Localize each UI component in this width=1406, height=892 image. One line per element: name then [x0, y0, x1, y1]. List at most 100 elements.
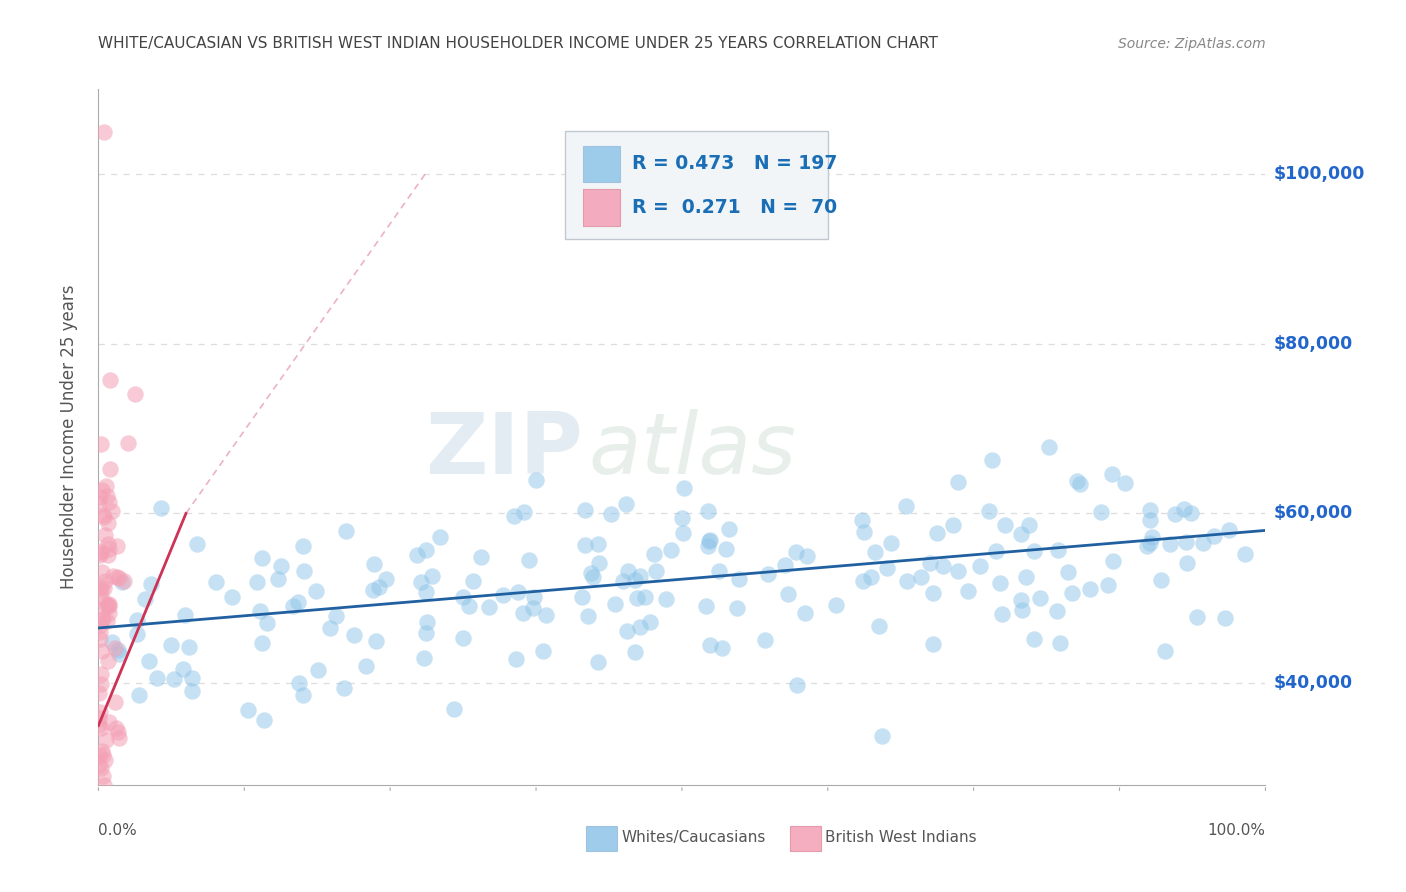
Point: [91, 611, 114, 625]
Point: [90, 612, 112, 626]
Point: [363, 558, 385, 572]
Point: [851, 513, 873, 527]
Point: [181, 671, 204, 685]
Point: [420, 569, 443, 583]
Point: [659, 543, 682, 558]
Point: [863, 545, 886, 559]
Point: [1010, 527, 1032, 541]
Point: [174, 608, 197, 623]
Point: [292, 688, 315, 702]
Point: [1213, 611, 1236, 625]
Point: [1097, 577, 1119, 591]
Point: [612, 574, 634, 588]
Point: [1191, 536, 1213, 550]
Point: [603, 598, 626, 612]
Point: [616, 624, 638, 638]
Point: [412, 651, 434, 665]
Point: [1049, 636, 1071, 650]
Point: [695, 599, 717, 613]
Point: [93, 778, 115, 792]
Point: [91, 508, 114, 522]
Text: R = 0.473   N = 197: R = 0.473 N = 197: [631, 154, 837, 173]
Text: British West Indians: British West Indians: [825, 830, 977, 845]
Point: [794, 607, 817, 621]
Point: [1022, 632, 1045, 647]
Point: [1218, 523, 1240, 537]
Point: [105, 570, 128, 584]
Point: [725, 601, 748, 615]
Point: [89, 490, 111, 504]
FancyBboxPatch shape: [582, 145, 620, 182]
Point: [1140, 530, 1163, 544]
Point: [1057, 565, 1080, 579]
Point: [139, 577, 162, 591]
Point: [90, 543, 112, 558]
Point: [508, 585, 530, 599]
Text: atlas: atlas: [589, 409, 797, 492]
Text: Whites/Caucasians: Whites/Caucasians: [621, 830, 766, 845]
Point: [89, 686, 111, 700]
Point: [852, 574, 875, 589]
Point: [574, 538, 596, 552]
Point: [946, 475, 969, 489]
Point: [773, 558, 796, 572]
Text: WHITE/CAUCASIAN VS BRITISH WEST INDIAN HOUSEHOLDER INCOME UNDER 25 YEARS CORRELA: WHITE/CAUCASIAN VS BRITISH WEST INDIAN H…: [98, 36, 938, 51]
Point: [718, 522, 741, 536]
Point: [505, 652, 527, 666]
Point: [534, 607, 557, 622]
Point: [994, 517, 1017, 532]
FancyBboxPatch shape: [582, 189, 620, 226]
Point: [101, 568, 124, 582]
Point: [969, 558, 991, 573]
Point: [1101, 554, 1123, 568]
Point: [1114, 476, 1136, 491]
Point: [292, 564, 315, 578]
Point: [458, 599, 481, 614]
Point: [1139, 536, 1161, 550]
Point: [343, 628, 366, 642]
Point: [1234, 547, 1257, 561]
Point: [97, 537, 120, 551]
Point: [249, 604, 271, 618]
Point: [270, 559, 292, 574]
Point: [87, 710, 110, 724]
Point: [125, 613, 148, 627]
Point: [852, 524, 875, 539]
Point: [90, 436, 112, 450]
Point: [97, 654, 120, 668]
Point: [571, 590, 593, 604]
Point: [117, 436, 139, 450]
Point: [1174, 535, 1197, 549]
Point: [979, 504, 1001, 518]
Point: [1175, 557, 1198, 571]
Point: [138, 654, 160, 668]
Point: [89, 632, 111, 646]
Point: [107, 724, 129, 739]
Point: [942, 518, 965, 533]
Point: [1154, 644, 1177, 658]
Point: [101, 503, 124, 517]
Point: [786, 678, 808, 692]
Text: $40,000: $40,000: [1274, 674, 1353, 692]
Point: [91, 769, 114, 783]
Point: [415, 625, 437, 640]
Point: [98, 495, 121, 509]
Point: [710, 641, 733, 656]
Point: [1062, 586, 1084, 600]
Point: [97, 599, 120, 613]
Point: [991, 607, 1014, 621]
Point: [91, 747, 114, 762]
Point: [1046, 542, 1069, 557]
Point: [1164, 507, 1187, 521]
Point: [96, 489, 118, 503]
Point: [97, 606, 120, 620]
Point: [90, 667, 112, 681]
Point: [1010, 592, 1032, 607]
Point: [335, 524, 357, 538]
Point: [368, 580, 391, 594]
Point: [97, 516, 120, 530]
Point: [671, 510, 693, 524]
Point: [305, 583, 328, 598]
Y-axis label: Householder Income Under 25 years: Householder Income Under 25 years: [59, 285, 77, 590]
Point: [948, 564, 970, 578]
